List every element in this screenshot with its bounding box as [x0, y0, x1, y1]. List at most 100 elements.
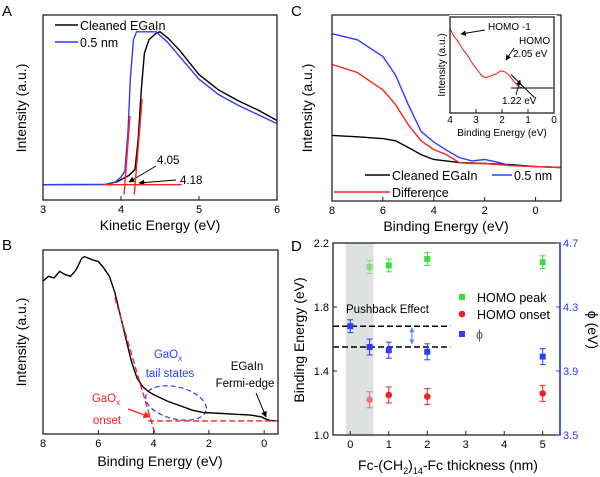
- pushback-effect-label: Pushback Effect: [346, 304, 430, 316]
- tail-states-label: tail states: [146, 368, 195, 380]
- data-point-phi: [366, 338, 373, 356]
- marker: [385, 262, 392, 269]
- legend-label-cleaned: Cleaned EGaIn: [80, 19, 166, 33]
- inset-onset-arrow: [515, 79, 522, 96]
- panel-b-xlabel: Binding Energy (eV): [97, 453, 222, 469]
- panel-a-legend: Cleaned EGaIn 0.5 nm: [55, 19, 166, 50]
- x-tick-label: 2: [482, 205, 488, 217]
- panel-a-xlabel: Kinetic Energy (eV): [100, 217, 221, 233]
- data-point-phi: [539, 348, 546, 366]
- legend-label-05nm: 0.5 nm: [514, 169, 552, 183]
- marker: [423, 393, 431, 400]
- x-tick-label: 4: [431, 205, 437, 217]
- x-tick-label: 0: [347, 439, 353, 451]
- xlabel-part: Fc-(CH: [358, 457, 403, 473]
- panel-c-legend: Cleaned EGaIn 0.5 nm Difference: [334, 169, 552, 200]
- gaox-subscript: x: [116, 398, 120, 407]
- inset-fit-line: [510, 74, 535, 98]
- inset-homo-1-arrow: [460, 29, 486, 36]
- inset-background: [449, 15, 557, 115]
- x-tick-label: 0: [551, 115, 557, 126]
- x-tick-label: 5: [540, 439, 546, 451]
- fermi-edge-arrow: [255, 392, 267, 418]
- panel-d: Fc-(CH2)14-Fc thickness (nm) Binding Ene…: [291, 238, 600, 476]
- y2-tick-label: 3.9: [563, 366, 578, 378]
- x-tick-label: 0: [261, 438, 267, 450]
- legend-label-cleaned: Cleaned EGaIn: [392, 169, 478, 183]
- onset-label-gaox: GaOx: [92, 393, 120, 407]
- marker: [539, 353, 546, 360]
- marker: [539, 390, 546, 397]
- x-tick-label: 5: [196, 204, 202, 216]
- inset-onset-value: 1.22 eV: [502, 96, 537, 107]
- plot-frame: [331, 14, 562, 202]
- fit-line: [123, 115, 131, 195]
- legend-label-05nm: 0.5 nm: [80, 36, 118, 50]
- marker: [366, 344, 373, 350]
- series-spectrum: [42, 255, 279, 422]
- legend-label-homo-onset: HOMO onset: [477, 308, 550, 322]
- arrow-4-18: [138, 179, 177, 186]
- series-0-5nm: [331, 33, 562, 169]
- inset-homo-1-label: HOMO -1: [488, 22, 531, 33]
- inset-ylabel: Intensity (a.u.): [437, 33, 448, 96]
- x-tick-label: 1: [386, 439, 392, 451]
- panel-b: Binding Energy (eV) Intensity (a.u.) GaO…: [13, 249, 279, 469]
- marker: [385, 347, 392, 354]
- legend-label-phi: ϕ: [476, 328, 483, 342]
- onset-label: onset: [93, 415, 122, 427]
- marker: [347, 323, 354, 330]
- marker: [424, 348, 431, 355]
- legend-label-homo-peak: HOMO peak: [477, 291, 547, 305]
- xlabel-sub: 2: [403, 466, 408, 476]
- arrow-4-05: [128, 165, 157, 183]
- data-point-homo-onset: [366, 391, 373, 409]
- x-tick-label: 4: [118, 204, 124, 216]
- data-point-homo-onset: [539, 384, 546, 402]
- data-point-phi: [385, 341, 392, 359]
- series-0-5nm: [42, 31, 278, 186]
- panel-letter-b: B: [2, 237, 12, 254]
- x-tick-label: 2: [206, 438, 212, 450]
- panel-d-xlabel: Fc-(CH2)14-Fc thickness (nm): [358, 457, 538, 476]
- gaox-text: GaO: [92, 393, 116, 405]
- x-tick-label: 6: [274, 204, 280, 216]
- x-tick-label: 8: [329, 205, 335, 217]
- marker: [424, 256, 431, 262]
- x-tick-label: 4: [447, 115, 453, 126]
- legend-marker-phi: [459, 331, 465, 337]
- x-tick-label: 6: [380, 205, 386, 217]
- data-point-homo-peak: [366, 260, 373, 274]
- xlabel-sub: 14: [413, 466, 423, 476]
- panel-a: Kinetic Energy (eV) Intensity (a.u.) Cle…: [13, 14, 280, 233]
- panel-letter-c: C: [291, 3, 302, 20]
- y-tick-label: 1.8: [314, 302, 329, 314]
- y-tick-label: 1.0: [314, 430, 329, 442]
- data-point-homo-peak: [385, 258, 392, 273]
- tail-states-ellipse: [145, 385, 207, 421]
- panel-d-legend: HOMO peak HOMO onset ϕ: [458, 291, 550, 342]
- panel-b-ylabel: Intensity (a.u.): [13, 298, 29, 387]
- data-point-homo-peak: [539, 255, 546, 270]
- x-tick-label: 8: [40, 438, 46, 450]
- panel-c: Binding Energy (eV) Intensity (a.u.) Cle…: [299, 14, 562, 234]
- marker: [385, 391, 393, 399]
- fermi-edge-label-line1: EGaIn: [231, 361, 264, 373]
- plot-frame: [42, 14, 278, 201]
- inset-homo-arrow: [505, 47, 515, 61]
- panel-d-y2label: ϕ (eV): [585, 311, 600, 349]
- gaox-text: GaO: [154, 349, 178, 361]
- x-tick-label: 3: [40, 204, 46, 216]
- marker: [539, 259, 546, 266]
- y2-tick-label: 4.3: [563, 302, 578, 314]
- x-tick-label: 4: [151, 438, 157, 450]
- gaox-subscript: x: [178, 354, 182, 363]
- data-point-phi: [424, 343, 431, 361]
- x-tick-label: 2: [424, 439, 430, 451]
- annotation-4-18: 4.18: [180, 175, 202, 187]
- panel-letter-d: D: [291, 238, 302, 255]
- fit-line: [133, 99, 143, 195]
- xlabel-part: ): [408, 457, 413, 473]
- x-tick-label: 6: [95, 438, 101, 450]
